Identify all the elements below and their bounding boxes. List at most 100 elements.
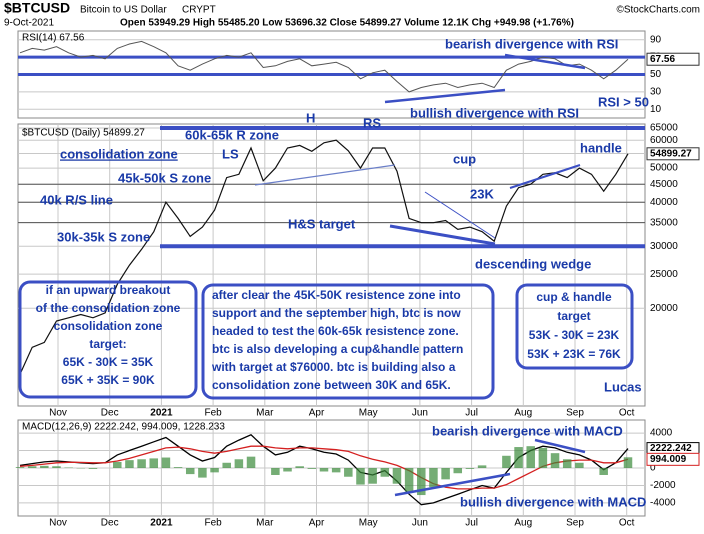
panel-label: MACD(12,26,9) 2222.242, 994.009, 1228.23… [22, 422, 225, 433]
box-text: consolidation zone between 30K and 65K. [212, 378, 451, 392]
box-text: 53K + 23K = 76K [527, 347, 621, 361]
annotation: bullish divergence with MACD [460, 494, 646, 509]
histogram-bar [185, 468, 195, 475]
trend-line [384, 88, 506, 104]
x-tick-label: Aug [514, 518, 532, 529]
histogram-bar [623, 457, 633, 468]
y-tick-label: 50 [650, 69, 662, 80]
symbol: $BTCUSD [4, 0, 70, 16]
histogram-bar [137, 459, 146, 468]
histogram-bar [283, 468, 292, 472]
histogram-bar [161, 457, 171, 468]
annotation: 30k-35k S zone [57, 229, 150, 244]
histogram-bar [198, 468, 207, 478]
x-tick-label: Apr [309, 408, 325, 419]
y-tick-label: -4000 [650, 498, 676, 509]
wedge-line [389, 224, 496, 246]
y-tick-label: 90 [650, 34, 662, 45]
histogram-bar [344, 468, 353, 477]
last-value-label: 2222.242 [650, 443, 692, 454]
box-text: cup & handle [536, 290, 612, 304]
box-text: support and the september high, btc is n… [212, 306, 461, 320]
x-tick-label: Sep [566, 408, 584, 419]
box-text: if an upward breakout [46, 283, 171, 297]
histogram-bar [173, 467, 183, 468]
box-text: target: [89, 337, 126, 351]
y-tick-label: 50000 [650, 163, 678, 174]
y-tick-label: 40000 [650, 197, 678, 208]
x-tick-label: Dec [101, 518, 119, 529]
box-text: target [557, 309, 590, 323]
annotation: bearish divergence with RSI [445, 36, 618, 51]
box-text: of the consolidation zone [36, 301, 181, 315]
x-tick-label: Feb [204, 408, 222, 419]
histogram-bar [149, 458, 159, 468]
x-tick-label: 2021 [150, 408, 173, 419]
x-tick-label: Mar [256, 408, 274, 419]
x-tick-label: Jul [465, 518, 478, 529]
last-value-tag [646, 52, 700, 66]
histogram-bar [514, 447, 523, 468]
wedge-line [424, 191, 496, 239]
box-text: 65K - 30K = 35K [63, 355, 154, 369]
trend-line [509, 164, 581, 189]
x-tick-label: Nov [49, 408, 67, 419]
symbol-name: Bitcoin to US Dollar [80, 5, 167, 16]
annotation: RS [363, 115, 381, 130]
histogram-bar [380, 468, 390, 477]
y-tick-label: 30000 [650, 241, 678, 252]
histogram-bar [271, 468, 280, 475]
histogram-bar [550, 453, 560, 468]
last-value-tag [646, 452, 700, 466]
histogram-bar [88, 468, 98, 469]
x-tick-label: Oct [619, 518, 635, 529]
histogram-bar [246, 456, 256, 468]
annotation: cup [453, 151, 476, 166]
box-text: consolidation zone [54, 319, 163, 333]
histogram-bar [113, 461, 122, 468]
box-text: after clear the 45K-50K resistence zone … [212, 288, 461, 302]
last-value-tag [646, 147, 700, 161]
histogram-bar [210, 468, 219, 473]
annotation: Lucas [604, 379, 642, 394]
x-tick-label: Jul [465, 408, 478, 419]
x-tick-label: Apr [309, 518, 325, 529]
y-tick-label: -2000 [650, 480, 676, 491]
annotation: 60k-65k R zone [185, 127, 279, 142]
neckline [254, 164, 396, 186]
y-tick-label: 45000 [650, 179, 678, 190]
annotation: RSI > 50 [598, 94, 649, 109]
date: 9-Oct-2021 [4, 18, 54, 29]
panel-label: RSI(14) 67.56 [22, 33, 85, 44]
y-tick-label: 65000 [650, 123, 678, 134]
histogram-bar [404, 468, 414, 492]
y-tick-label: 35000 [650, 217, 678, 228]
x-tick-label: May [359, 408, 378, 419]
annotation: descending wedge [475, 256, 591, 271]
trend-line [394, 472, 511, 497]
last-value-label: 54899.27 [650, 148, 692, 159]
series-line [19, 40, 629, 93]
histogram-bar [502, 455, 511, 468]
histogram-bar [40, 465, 49, 468]
last-value-label: 994.009 [650, 454, 687, 465]
annotation: H&S target [288, 216, 356, 231]
annotation: H [306, 110, 315, 125]
annotation: 40k R/S line [40, 192, 113, 207]
histogram-bar [15, 467, 25, 468]
annotation: bearish divergence with MACD [432, 423, 623, 438]
histogram-bar [234, 459, 244, 468]
y-tick-label: 10 [650, 104, 662, 115]
exchange: CRYPT [182, 5, 216, 16]
y-tick-label: 60000 [650, 135, 678, 146]
histogram-bar [52, 466, 61, 468]
box-text: btc is also developing a cup&handle patt… [212, 342, 463, 356]
histogram-bar [599, 468, 608, 475]
histogram-bar [538, 447, 548, 468]
price-frame [17, 123, 646, 407]
box-text: 53K - 30K = 23K [529, 328, 620, 342]
x-tick-label: Mar [256, 518, 274, 529]
histogram-bar [392, 468, 402, 484]
x-tick-label: May [359, 518, 378, 529]
